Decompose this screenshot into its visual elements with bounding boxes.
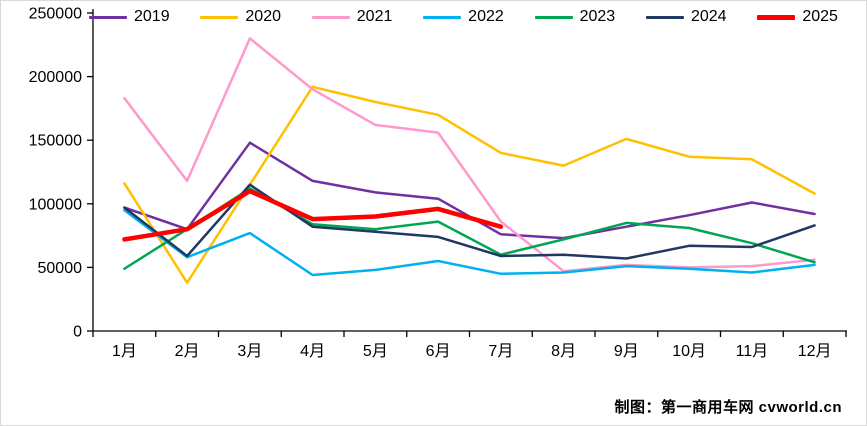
legend-item-2024: 2024 — [645, 8, 727, 25]
y-tick-label: 0 — [73, 324, 82, 341]
x-tick-label: 11月 — [736, 343, 769, 360]
legend-item-2025: 2025 — [757, 9, 838, 25]
legend-line-swatch — [200, 15, 239, 19]
legend-item-2019: 2019 — [89, 9, 170, 25]
legend-item-2023: 2023 — [534, 8, 616, 25]
legend-item-2020: 2020 — [200, 9, 281, 25]
series-line-2020 — [123, 85, 816, 284]
legend-label: 2019 — [134, 8, 170, 25]
series-line-2024 — [123, 183, 816, 260]
legend-line-swatch — [423, 15, 462, 19]
x-tick-label: 6月 — [426, 343, 451, 360]
series-line-2022 — [123, 208, 816, 277]
y-tick-label: 50000 — [38, 260, 83, 277]
y-tick-label: 100000 — [29, 196, 82, 213]
series-line-2025 — [122, 188, 504, 242]
y-tick-label: 250000 — [29, 6, 82, 23]
x-tick-label: 12月 — [798, 343, 832, 360]
x-tick-label: 7月 — [488, 343, 513, 360]
chart-legend: 2019 2020 2021 2022 2023 2024 2025 — [89, 9, 838, 25]
chart-caption: 制图：第一商用车网 cvworld.cn — [614, 399, 842, 416]
legend-line-swatch — [645, 15, 684, 19]
x-tick-label: 5月 — [363, 343, 388, 360]
legend-item-2021: 2021 — [311, 8, 393, 25]
legend-line-swatch — [89, 15, 127, 19]
x-tick-label: 8月 — [551, 343, 576, 360]
legend-line-swatch — [757, 14, 796, 20]
legend-item-2022: 2022 — [423, 9, 504, 25]
x-tick-label: 3月 — [237, 343, 262, 360]
legend-label: 2025 — [802, 8, 838, 25]
legend-label: 2023 — [579, 8, 616, 25]
legend-line-swatch — [311, 15, 350, 19]
series-line-2023 — [123, 187, 816, 270]
x-tick-label: 9月 — [614, 343, 639, 360]
line-chart-plot: 0 50000 100000 150000 200000 250000 1月 2月 3月 4月 5月… — [29, 6, 847, 360]
legend-label: 2021 — [356, 8, 393, 25]
x-tick-label: 4月 — [300, 343, 325, 360]
legend-label: 2024 — [690, 8, 727, 25]
legend-line-swatch — [534, 15, 573, 19]
x-tick-label: 1月 — [112, 343, 137, 360]
x-tick-label: 10月 — [672, 343, 706, 360]
x-tick-label: 2月 — [175, 343, 200, 360]
legend-label: 2022 — [468, 8, 504, 25]
series-line-2021 — [123, 37, 816, 273]
legend-label: 2020 — [245, 8, 281, 25]
y-tick-label: 200000 — [29, 69, 82, 86]
y-tick-label: 150000 — [29, 133, 82, 150]
